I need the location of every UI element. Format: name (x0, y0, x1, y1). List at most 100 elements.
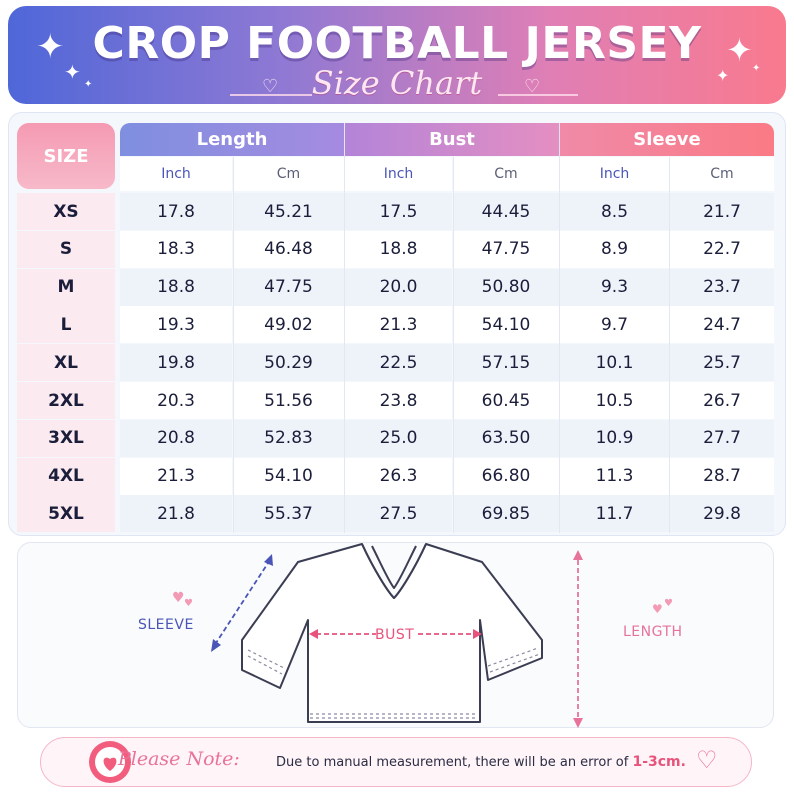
table-cell: 22.7 (670, 230, 774, 268)
unit-header-inch: Inch (120, 157, 232, 191)
bust-header: Bust (345, 123, 559, 156)
table-row: XL 19.8 50.29 22.5 57.15 10.1 25.7 (17, 344, 774, 382)
table-cell: 10.9 (560, 419, 669, 457)
table-cell: 47.75 (233, 268, 344, 306)
table-row: L 19.3 49.02 21.3 54.10 9.7 24.7 (17, 306, 774, 344)
table-cell: 27.7 (670, 419, 774, 457)
heart-outline-icon: ♡ (696, 746, 718, 774)
table-cell: 26.3 (345, 457, 452, 495)
table-cell: 54.10 (453, 306, 559, 344)
table-cell: 45.21 (233, 193, 344, 230)
table-cell: 20.0 (345, 268, 452, 306)
size-cell: M (17, 268, 115, 306)
table-cell: 21.8 (120, 495, 232, 533)
bust-label: BUST (375, 627, 415, 643)
column-divider (453, 157, 454, 533)
sparkle-icon: ✦ (726, 31, 753, 69)
note-title: Please Note: (118, 748, 240, 770)
table-row: S 18.3 46.48 18.8 47.75 8.9 22.7 (17, 230, 774, 268)
heart-icon: ♥ (184, 598, 193, 609)
table-cell: 8.9 (560, 230, 669, 268)
table-cell: 66.80 (453, 457, 559, 495)
table-cell: 9.3 (560, 268, 669, 306)
column-divider (669, 157, 670, 533)
table-row: 3XL 20.8 52.83 25.0 63.50 10.9 27.7 (17, 419, 774, 457)
heart-icon: ♥ (652, 602, 663, 616)
unit-header-inch: Inch (345, 157, 452, 191)
note-text: Due to manual measurement, there will be… (276, 754, 686, 770)
table-cell: 11.7 (560, 495, 669, 533)
heart-icon: ♥ (172, 590, 185, 606)
table-cell: 8.5 (560, 193, 669, 230)
table-cell: 19.8 (120, 344, 232, 382)
unit-header-inch: Inch (560, 157, 669, 191)
table-cell: 26.7 (670, 382, 774, 419)
table-cell: 44.45 (453, 193, 559, 230)
jersey-outline-icon (241, 543, 543, 723)
table-cell: 17.5 (345, 193, 452, 230)
table-cell: 10.1 (560, 344, 669, 382)
table-row: 5XL 21.8 55.37 27.5 69.85 11.7 29.8 (17, 495, 774, 533)
table-row: 2XL 20.3 51.56 23.8 60.45 10.5 26.7 (17, 382, 774, 419)
table-cell: 20.3 (120, 382, 232, 419)
sparkle-icon: ✦ (64, 60, 81, 84)
heart-icon: ♥ (664, 598, 673, 609)
note-error-range: 1-3cm. (632, 754, 686, 770)
page-title: CROP FOOTBALL JERSEY (92, 18, 702, 69)
column-divider (233, 157, 234, 533)
divider (230, 94, 312, 96)
size-cell: 5XL (17, 495, 115, 533)
table-cell: 9.7 (560, 306, 669, 344)
table-cell: 22.5 (345, 344, 452, 382)
column-divider (559, 123, 560, 533)
table-cell: 19.3 (120, 306, 232, 344)
sparkle-icon: ✦ (752, 63, 761, 74)
table-cell: 25.0 (345, 419, 452, 457)
size-cell: 3XL (17, 419, 115, 457)
table-cell: 28.7 (670, 457, 774, 495)
table-cell: 47.75 (453, 230, 559, 268)
table-cell: 21.3 (120, 457, 232, 495)
column-divider (344, 123, 345, 533)
sleeve-label: SLEEVE (138, 617, 194, 633)
size-cell: 4XL (17, 457, 115, 495)
table-cell: 23.7 (670, 268, 774, 306)
note-message: Due to manual measurement, there will be… (276, 755, 629, 770)
table-cell: 50.29 (233, 344, 344, 382)
table-row: M 18.8 47.75 20.0 50.80 9.3 23.7 (17, 268, 774, 306)
table-cell: 24.7 (670, 306, 774, 344)
measure-arrows (211, 550, 583, 728)
page-subtitle: Size Chart (311, 64, 483, 102)
table-cell: 27.5 (345, 495, 452, 533)
sleeve-header: Sleeve (560, 123, 774, 156)
length-header: Length (120, 123, 344, 156)
table-cell: 55.37 (233, 495, 344, 533)
table-cell: 49.02 (233, 306, 344, 344)
clock-heart-icon (89, 741, 131, 783)
table-cell: 57.15 (453, 344, 559, 382)
table-cell: 50.80 (453, 268, 559, 306)
title-banner: ✦ ✦ ✦ ✦ ✦ ✦ CROP FOOTBALL JERSEY Size Ch… (8, 6, 786, 104)
table-cell: 17.8 (120, 193, 232, 230)
table-cell: 18.8 (120, 268, 232, 306)
table-cell: 10.5 (560, 382, 669, 419)
table-cell: 21.3 (345, 306, 452, 344)
table-cell: 63.50 (453, 419, 559, 457)
table-cell: 51.56 (233, 382, 344, 419)
size-cell: S (17, 230, 115, 268)
heart-icon: ♡ (262, 76, 279, 97)
table-cell: 60.45 (453, 382, 559, 419)
unit-header-cm: Cm (670, 157, 774, 191)
table-cell: 54.10 (233, 457, 344, 495)
table-cell: 18.8 (345, 230, 452, 268)
sparkle-icon: ✦ (36, 27, 65, 67)
table-cell: 20.8 (120, 419, 232, 457)
table-cell: 21.7 (670, 193, 774, 230)
table-row: 4XL 21.3 54.10 26.3 66.80 11.3 28.7 (17, 457, 774, 495)
unit-header-cm: Cm (453, 157, 559, 191)
table-cell: 52.83 (233, 419, 344, 457)
table-cell: 25.7 (670, 344, 774, 382)
table-cell: 29.8 (670, 495, 774, 533)
sparkle-icon: ✦ (716, 66, 730, 85)
size-column-header: SIZE (17, 123, 115, 189)
